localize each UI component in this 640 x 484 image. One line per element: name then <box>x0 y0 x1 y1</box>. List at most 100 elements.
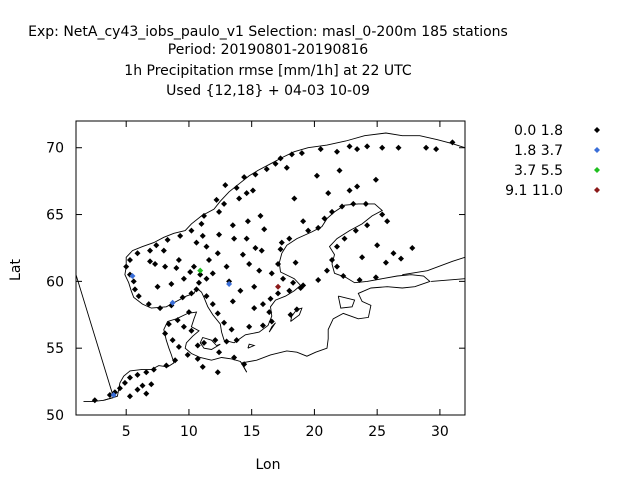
station-point-1 <box>321 215 328 222</box>
station-point-1 <box>162 263 169 270</box>
station-point-1 <box>214 250 221 257</box>
station-point-1 <box>398 255 405 262</box>
station-point-1 <box>243 235 250 242</box>
y-tick-label: 60 <box>46 274 64 290</box>
station-point-1 <box>190 263 197 270</box>
station-point-1 <box>216 208 223 215</box>
legend-marker <box>594 187 600 193</box>
y-tick-label: 55 <box>46 341 64 357</box>
station-point-1 <box>352 227 359 234</box>
station-point-1 <box>143 369 150 376</box>
header-line-4: Used {12,18} + 04-03 10-09 <box>166 83 370 99</box>
station-point-4 <box>275 283 282 290</box>
station-point-1 <box>336 167 343 174</box>
station-point-1 <box>174 317 181 324</box>
station-point-2 <box>129 273 136 280</box>
station-point-1 <box>214 369 221 376</box>
station-point-1 <box>243 190 250 197</box>
header-line-2: Period: 20190801-20190816 <box>168 42 368 58</box>
station-point-1 <box>277 246 284 253</box>
station-point-1 <box>268 318 275 325</box>
station-point-1 <box>283 164 290 171</box>
coastline-segment <box>76 274 115 403</box>
coastline <box>76 132 465 403</box>
station-point-1 <box>200 212 207 219</box>
legend-label: 1.8 3.7 <box>514 143 563 159</box>
station-point-1 <box>246 323 253 330</box>
station-point-1 <box>197 271 204 278</box>
station-point-1 <box>223 338 230 345</box>
station-point-1 <box>143 390 150 397</box>
station-point-1 <box>194 342 201 349</box>
station-point-1 <box>162 330 169 337</box>
station-point-1 <box>229 222 236 229</box>
station-point-1 <box>185 309 192 316</box>
station-point-1 <box>203 293 210 300</box>
x-axis-label: Lon <box>256 457 281 473</box>
station-point-1 <box>379 144 386 151</box>
station-point-1 <box>334 243 341 250</box>
station-point-1 <box>246 260 253 267</box>
station-point-1 <box>433 146 440 153</box>
station-point-1 <box>258 247 265 254</box>
station-point-1 <box>213 196 220 203</box>
station-point-1 <box>300 282 307 289</box>
station-point-1 <box>165 321 172 328</box>
station-point-1 <box>374 242 381 249</box>
station-point-1 <box>126 256 133 263</box>
coastline-segment <box>268 322 276 333</box>
station-point-1 <box>257 212 264 219</box>
station-point-1 <box>315 224 322 231</box>
station-point-1 <box>147 247 154 254</box>
station-point-1 <box>359 254 366 261</box>
station-point-1 <box>188 327 195 334</box>
x-tick-label: 25 <box>368 424 386 440</box>
x-tick-label: 10 <box>180 424 198 440</box>
station-point-1 <box>193 286 200 293</box>
station-point-1 <box>228 326 235 333</box>
station-point-1 <box>272 160 279 167</box>
station-point-1 <box>212 337 219 344</box>
station-point-1 <box>121 379 128 386</box>
station-point-1 <box>252 244 259 251</box>
station-points <box>91 139 456 404</box>
station-point-1 <box>305 227 312 234</box>
x-tick-label: 5 <box>122 424 131 440</box>
station-point-1 <box>287 311 294 318</box>
station-point-1 <box>259 301 266 308</box>
coastline-segment <box>103 311 248 401</box>
station-point-1 <box>203 243 210 250</box>
station-point-1 <box>145 301 152 308</box>
station-point-1 <box>198 220 205 227</box>
station-point-1 <box>116 385 123 392</box>
station-point-1 <box>160 247 167 254</box>
station-point-1 <box>139 382 146 389</box>
station-point-1 <box>323 267 330 274</box>
station-point-1 <box>147 258 154 265</box>
y-tick-label: 65 <box>46 208 64 224</box>
station-point-1 <box>173 265 180 271</box>
station-point-1 <box>244 218 251 225</box>
station-point-1 <box>325 190 332 197</box>
header-line-1: Exp: NetA_cy43_iobs_paulo_v1 Selection: … <box>28 24 508 40</box>
station-point-1 <box>275 260 282 267</box>
y-axis-label: Lat <box>8 259 24 281</box>
station-point-1 <box>293 306 300 313</box>
x-tick-label: 20 <box>306 424 324 440</box>
station-point-1 <box>177 232 184 239</box>
station-point-1 <box>379 211 386 218</box>
station-point-2 <box>226 281 233 288</box>
station-point-1 <box>175 343 182 350</box>
station-point-1 <box>221 200 228 207</box>
station-point-1 <box>275 290 282 297</box>
station-point-1 <box>334 148 341 155</box>
station-point-1 <box>290 279 297 286</box>
station-point-1 <box>372 176 379 183</box>
station-point-1 <box>199 232 206 239</box>
station-point-1 <box>134 250 141 257</box>
station-point-1 <box>251 305 258 312</box>
station-point-1 <box>168 281 175 288</box>
station-point-1 <box>449 139 456 146</box>
station-point-1 <box>203 275 210 282</box>
station-point-1 <box>231 235 238 242</box>
